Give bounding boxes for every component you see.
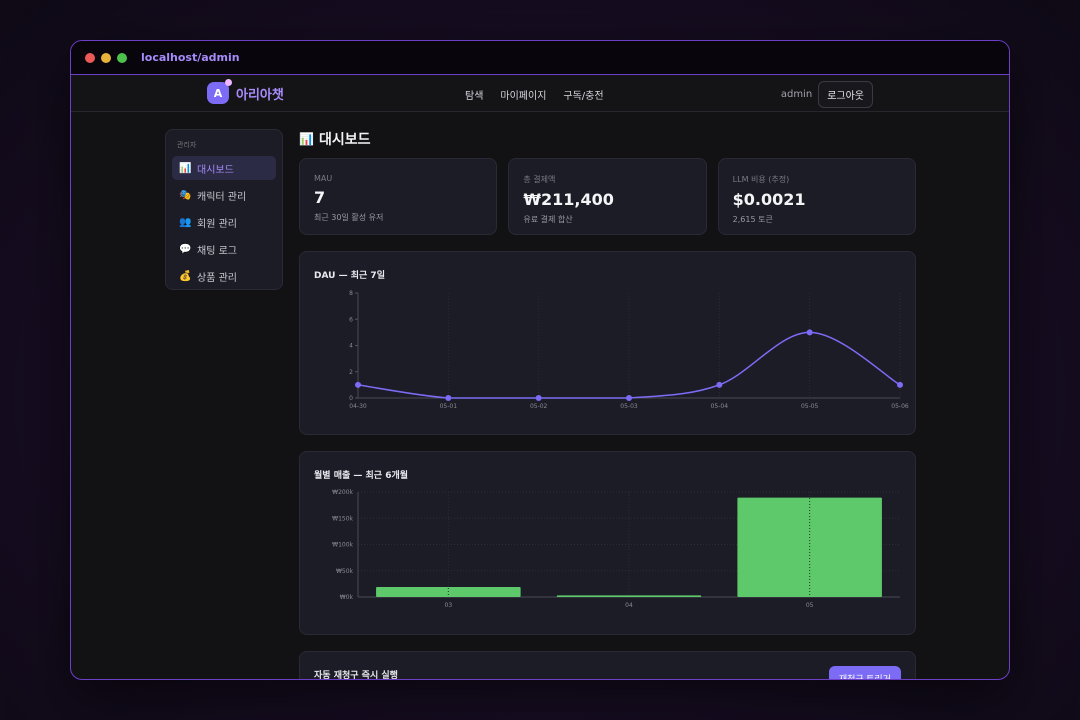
stat-value: ₩211,400 <box>523 190 614 209</box>
stat-card-mau: MAU 7 최근 30일 활성 유저 <box>299 158 498 235</box>
x-tick-label: 05-05 <box>801 403 819 410</box>
sidebar-item-members[interactable]: 👥 회원 관리 <box>172 210 276 234</box>
stat-subtext: 유료 결제 합산 <box>523 215 573 224</box>
chart-title: DAU — 최근 7일 <box>314 271 385 281</box>
revenue-bar <box>737 497 882 597</box>
x-tick-label: 05 <box>806 602 814 609</box>
y-tick-label: ₩50k <box>336 568 354 575</box>
x-tick-label: 05-01 <box>440 403 458 410</box>
stat-label: LLM 비용 (추정) <box>732 175 790 184</box>
dau-data-point <box>355 381 361 388</box>
chart-icon: 📊 <box>179 162 192 174</box>
sidebar-heading: 관리자 <box>177 141 197 149</box>
sidebar-item-label: 회원 관리 <box>197 218 237 230</box>
dau-data-point <box>445 395 452 401</box>
user-box: admin 로그아웃 <box>781 81 873 108</box>
y-tick-label: ₩0k <box>340 594 354 601</box>
dau-data-point <box>897 381 903 388</box>
minimize-window-icon[interactable] <box>101 52 111 63</box>
theater-masks-icon: 🎭 <box>179 189 192 201</box>
dau-line-chart: 0 2 4 6 8 04-30 05-01 05-02 05-03 05-04 05-05 05-06 <box>349 290 909 410</box>
stat-value: $0.0021 <box>732 190 806 209</box>
nav-links: 탐색 마이페이지 구독/충전 <box>465 87 604 102</box>
stat-label: 총 결제액 <box>523 175 556 184</box>
top-navigation: A 아리아챗 탐색 마이페이지 구독/충전 admin 로그아웃 <box>71 75 1009 112</box>
close-window-icon[interactable] <box>85 52 95 63</box>
stat-subtext: 최근 30일 활성 유저 <box>314 213 384 222</box>
brand-logo-icon: A <box>207 79 232 104</box>
revenue-bar-chart: ₩0k ₩50k ₩100k ₩150k ₩200k 03 04 05 <box>332 489 900 609</box>
stat-subtext: 2,615 토큰 <box>732 215 773 224</box>
auto-billing-card: 자동 재청구 즉시 실행 재청구 트리거 <box>299 651 916 680</box>
x-tick-label: 05-03 <box>620 403 638 410</box>
nav-link-explore[interactable]: 탐색 <box>465 91 484 102</box>
sidebar-item-label: 캐릭터 관리 <box>197 191 247 203</box>
stat-card-llm-cost: LLM 비용 (추정) $0.0021 2,615 토큰 <box>717 158 916 235</box>
y-tick-label: ₩100k <box>332 542 353 549</box>
x-tick-label: 05-04 <box>711 403 729 410</box>
y-tick-label: 2 <box>349 369 353 376</box>
page-title-text: 대시보드 <box>318 132 371 148</box>
brand-name: 아리아챗 <box>236 87 284 103</box>
money-bag-icon: 💰 <box>179 270 192 282</box>
sidebar-item-chat-logs[interactable]: 💬 채팅 로그 <box>172 237 276 261</box>
stat-value: 7 <box>314 188 326 207</box>
y-tick-label: ₩200k <box>332 489 353 496</box>
dau-data-point <box>535 395 542 401</box>
y-tick-label: ₩150k <box>332 515 353 522</box>
chart-icon: 📊 <box>299 132 314 146</box>
dau-data-point <box>806 329 813 336</box>
dau-data-point <box>626 395 632 401</box>
sidebar-item-characters[interactable]: 🎭 캐릭터 관리 <box>172 183 276 207</box>
browser-titlebar: localhost/admin <box>71 41 1009 75</box>
x-tick-label: 05-02 <box>530 403 548 410</box>
revenue-chart-card: 월별 매출 — 최근 6개월 ₩0k ₩50k ₩100k ₩150k ₩200k 03 0… <box>299 451 916 635</box>
main-content: 📊 대시보드 MAU 7 최근 30일 활성 유저 총 결제액 ₩211,400… <box>299 129 916 680</box>
nav-link-mypage[interactable]: 마이페이지 <box>500 91 547 102</box>
sidebar-item-dashboard[interactable]: 📊 대시보드 <box>172 156 276 180</box>
x-tick-label: 04 <box>625 602 633 609</box>
nav-link-subscription[interactable]: 구독/충전 <box>563 91 604 102</box>
trigger-rebilling-button[interactable]: 재청구 트리거 <box>828 666 901 679</box>
x-tick-label: 03 <box>445 602 453 609</box>
revenue-bar <box>556 595 702 597</box>
username: admin <box>780 89 813 100</box>
stat-label: MAU <box>314 174 333 183</box>
x-tick-label: 04-30 <box>349 403 367 410</box>
stats-row: MAU 7 최근 30일 활성 유저 총 결제액 ₩211,400 유료 결제 … <box>299 158 916 235</box>
dau-chart-card: DAU — 최근 7일 0 2 4 6 8 04-30 05-01 05-02 05-03 05-… <box>299 251 916 435</box>
sidebar-item-label: 채팅 로그 <box>197 245 237 257</box>
sidebar-item-label: 대시보드 <box>197 164 234 176</box>
sidebar-item-label: 상품 관리 <box>197 272 237 284</box>
maximize-window-icon[interactable] <box>117 52 127 63</box>
y-tick-label: 6 <box>349 316 353 323</box>
dau-data-point <box>716 381 723 388</box>
stat-card-total-payments: 총 결제액 ₩211,400 유료 결제 합산 <box>508 158 707 235</box>
y-tick-label: 4 <box>349 343 353 350</box>
y-tick-label: 8 <box>349 290 353 297</box>
brand-logo[interactable]: A 아리아챗 <box>207 79 284 104</box>
page-title: 📊 대시보드 <box>299 129 916 149</box>
chart-title: 월별 매출 — 최근 6개월 <box>314 471 409 481</box>
x-tick-label: 05-06 <box>891 403 909 410</box>
users-icon: 👥 <box>179 216 192 228</box>
revenue-bar <box>376 587 521 597</box>
y-tick-label: 0 <box>349 395 353 402</box>
logout-button[interactable]: 로그아웃 <box>818 81 873 108</box>
browser-window: localhost/admin A 아리아챗 탐색 마이페이지 구독/충전 ad… <box>70 40 1010 680</box>
auto-billing-title: 자동 재청구 즉시 실행 <box>314 671 398 680</box>
address-bar[interactable]: localhost/admin <box>141 51 240 64</box>
sidebar-item-products[interactable]: 💰 상품 관리 <box>172 264 276 288</box>
admin-sidebar: 관리자 📊 대시보드 🎭 캐릭터 관리 👥 회원 관리 💬 채팅 로그 💰 상품… <box>165 129 283 290</box>
speech-bubble-icon: 💬 <box>179 243 192 255</box>
